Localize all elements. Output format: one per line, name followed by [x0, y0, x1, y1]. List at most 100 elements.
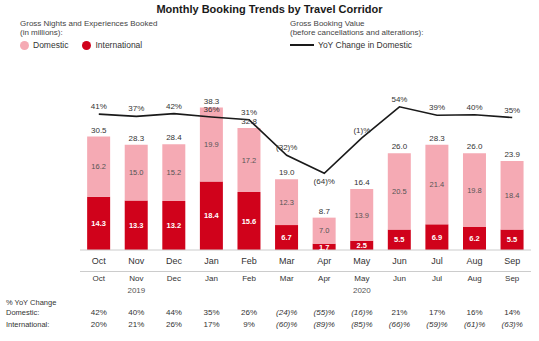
html-text:(55)%: (55)%: [313, 308, 335, 317]
svg-text:Sep: Sep: [504, 256, 520, 266]
svg-text:37%: 37%: [128, 104, 144, 113]
svg-text:35%: 35%: [504, 106, 520, 115]
html-text:(in millions):: (in millions):: [20, 28, 63, 37]
svg-text:16.2: 16.2: [91, 162, 106, 171]
svg-text:Aug: Aug: [467, 256, 483, 266]
svg-text:26.0: 26.0: [467, 142, 483, 151]
html-text:International:: International:: [6, 320, 50, 329]
svg-text:(64)%: (64)%: [314, 177, 335, 186]
svg-text:Feb: Feb: [241, 256, 257, 266]
svg-text:20.5: 20.5: [392, 187, 407, 196]
svg-text:40%: 40%: [467, 103, 483, 112]
svg-text:42%: 42%: [166, 102, 182, 111]
svg-text:8.7: 8.7: [319, 207, 331, 216]
html-text:35%: 35%: [203, 308, 220, 317]
svg-text:14.3: 14.3: [91, 219, 106, 228]
html-text:(before cancellations and alte: (before cancellations and alterations):: [290, 28, 424, 37]
svg-text:17.2: 17.2: [242, 156, 257, 165]
svg-text:23.9: 23.9: [504, 150, 520, 159]
svg-text:19.8: 19.8: [467, 186, 482, 195]
svg-text:13.2: 13.2: [167, 221, 182, 230]
html-text:(16)%: (16)%: [351, 308, 373, 317]
html-text:% YoY Change Domestic:: % YoY Change Domestic:: [6, 298, 57, 317]
svg-text:(32)%: (32)%: [276, 143, 297, 152]
svg-text:21.4: 21.4: [430, 180, 445, 189]
svg-text:6.9: 6.9: [432, 233, 442, 242]
svg-text:1.7: 1.7: [319, 243, 329, 252]
svg-text:26.0: 26.0: [392, 142, 408, 151]
html-text:2019: 2019: [127, 286, 146, 295]
svg-text:15.0: 15.0: [129, 168, 144, 177]
html-text:21%: 21%: [128, 320, 145, 329]
html-text:YoY Change in Domestic: YoY Change in Domestic: [318, 40, 412, 50]
html-text:17%: 17%: [203, 320, 220, 329]
html-text:International: International: [95, 40, 143, 50]
svg-text:38.3: 38.3: [203, 96, 220, 106]
html-text:20%: 20%: [90, 320, 107, 329]
svg-text:54%: 54%: [391, 95, 407, 104]
html-text:44%: 44%: [165, 308, 182, 317]
html-text:40%: 40%: [128, 308, 145, 317]
html-text:Apr: Apr: [318, 274, 331, 283]
svg-text:Nov: Nov: [128, 256, 145, 266]
svg-text:28.3: 28.3: [429, 134, 445, 143]
html-text:Monthly Booking Trends by Trav: Monthly Booking Trends by Travel Corrido…: [156, 3, 383, 15]
svg-text:18.4: 18.4: [505, 191, 520, 200]
svg-text:May: May: [353, 256, 371, 266]
svg-text:5.5: 5.5: [507, 235, 517, 244]
html-text:Jan: Jan: [205, 274, 218, 283]
html-text:42%: 42%: [90, 308, 107, 317]
svg-text:2.5: 2.5: [357, 241, 367, 250]
html-text:Dec: Dec: [166, 274, 182, 283]
svg-text:32.8: 32.8: [241, 117, 257, 126]
svg-text:16.4: 16.4: [354, 178, 370, 187]
svg-text:41%: 41%: [91, 102, 107, 111]
svg-text:Jul: Jul: [431, 256, 443, 266]
svg-text:5.5: 5.5: [394, 235, 404, 244]
svg-text:19.0: 19.0: [279, 168, 295, 177]
html-text:26%: 26%: [165, 320, 182, 329]
html-text:Feb: Feb: [242, 274, 256, 283]
svg-text:13.9: 13.9: [354, 211, 369, 220]
html-text:May: May: [354, 274, 370, 283]
svg-text:15.2: 15.2: [167, 168, 182, 177]
svg-text:19.9: 19.9: [204, 140, 219, 149]
svg-text:31%: 31%: [241, 108, 257, 117]
svg-text:13.3: 13.3: [129, 221, 144, 230]
svg-text:Mar: Mar: [279, 256, 295, 266]
html-text:Gross Nights and Experiences B: Gross Nights and Experiences Booked: [20, 19, 158, 28]
html-text:26%: 26%: [241, 308, 258, 317]
html-text:2020: 2020: [353, 286, 371, 295]
svg-text:28.3: 28.3: [129, 134, 145, 143]
svg-text:12.3: 12.3: [279, 198, 294, 207]
svg-text:7.0: 7.0: [319, 226, 329, 235]
svg-text:18.4: 18.4: [204, 211, 219, 220]
html-text:17%: 17%: [429, 308, 445, 317]
svg-text:Apr: Apr: [317, 256, 331, 266]
svg-text:36%: 36%: [204, 105, 220, 114]
html-text:Jun: Jun: [393, 274, 406, 283]
svg-text:Jan: Jan: [204, 256, 219, 266]
svg-text:Oct: Oct: [92, 256, 107, 266]
html-text:Jul: Jul: [431, 274, 443, 283]
svg-text:39%: 39%: [429, 103, 445, 112]
html-text:Nov: Nov: [129, 274, 144, 283]
svg-text:Dec: Dec: [166, 256, 183, 266]
html-text:Mar: Mar: [279, 274, 294, 283]
html-text:21%: 21%: [391, 308, 408, 317]
html-text:Domestic: Domestic: [33, 40, 69, 50]
svg-text:(1)%: (1)%: [353, 126, 370, 135]
html-text:16%: 16%: [466, 308, 483, 317]
svg-text:6.7: 6.7: [281, 233, 291, 242]
html-text:14%: 14%: [504, 308, 521, 317]
html-text:Aug: Aug: [467, 274, 482, 283]
svg-text:Jun: Jun: [392, 256, 407, 266]
svg-text:30.5: 30.5: [91, 126, 107, 135]
svg-text:15.6: 15.6: [242, 217, 257, 226]
html-text:Oct: Oct: [92, 274, 105, 283]
html-text:(24)%: (24)%: [276, 308, 298, 317]
html-text:Sep: Sep: [505, 274, 520, 283]
svg-text:28.4: 28.4: [166, 133, 182, 142]
svg-text:6.2: 6.2: [469, 234, 479, 243]
html-text:Gross Booking Value: Gross Booking Value: [290, 19, 365, 28]
